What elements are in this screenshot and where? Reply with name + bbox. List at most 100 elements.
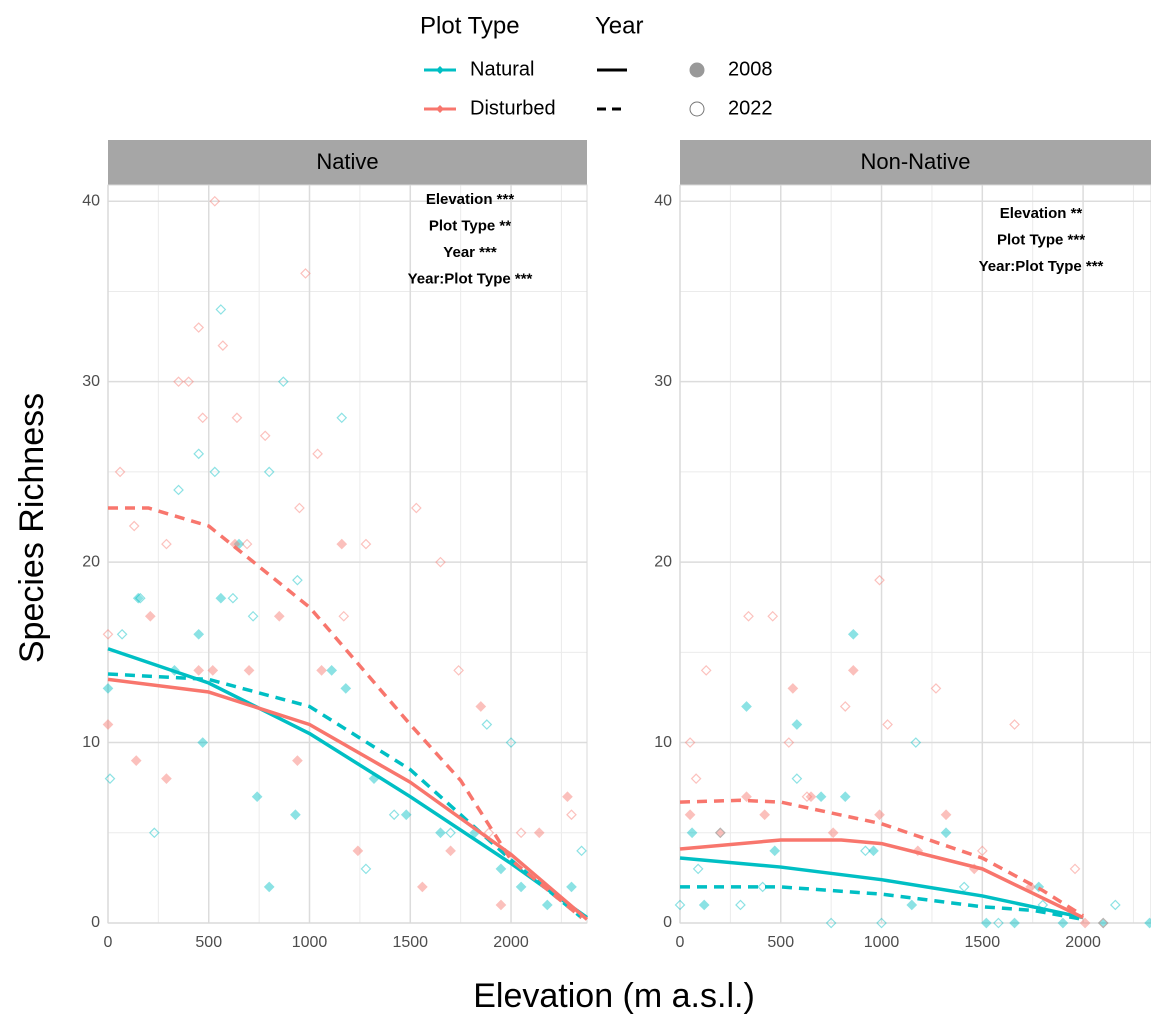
data-point xyxy=(930,683,942,694)
data-point xyxy=(714,827,726,839)
data-point xyxy=(1069,863,1081,875)
panel-header xyxy=(108,140,587,185)
annotation: Plot Type ** xyxy=(429,217,511,234)
x-tick-label: 1000 xyxy=(292,934,328,951)
data-point xyxy=(910,737,922,748)
legend-label: 2022 xyxy=(728,97,773,119)
data-point xyxy=(388,809,400,821)
fit-line xyxy=(679,798,1085,918)
y-tick-label: 40 xyxy=(654,192,672,209)
legend-key xyxy=(436,66,444,74)
fit-line xyxy=(679,856,1084,920)
data-point xyxy=(217,340,229,351)
data-point xyxy=(787,683,799,694)
data-point xyxy=(312,448,323,460)
data-point xyxy=(1009,917,1020,929)
data-point xyxy=(562,791,573,803)
data-point xyxy=(360,538,372,550)
data-point xyxy=(263,466,275,478)
data-point xyxy=(860,845,871,857)
data-point xyxy=(684,737,696,748)
data-point xyxy=(173,484,184,496)
data-point xyxy=(495,899,507,911)
y-tick-label: 30 xyxy=(654,373,672,390)
data-point xyxy=(743,610,754,622)
data-point xyxy=(215,304,227,315)
data-point xyxy=(435,827,446,839)
data-point xyxy=(207,665,219,676)
data-point xyxy=(445,845,456,857)
data-point xyxy=(231,412,243,424)
data-point xyxy=(183,376,194,388)
data-point xyxy=(1079,917,1091,929)
data-point xyxy=(336,412,348,424)
data-point xyxy=(495,863,507,875)
data-point xyxy=(874,809,885,821)
data-point xyxy=(410,502,422,514)
data-point xyxy=(940,809,952,821)
fit-line xyxy=(107,647,589,920)
data-point xyxy=(958,881,970,893)
data-point xyxy=(1144,917,1151,929)
data-point xyxy=(247,610,259,622)
data-point xyxy=(273,610,285,622)
data-point xyxy=(251,791,263,803)
data-point xyxy=(515,881,527,893)
data-point xyxy=(684,809,696,821)
data-point xyxy=(148,827,160,839)
data-point xyxy=(847,628,859,640)
data-point xyxy=(906,899,918,911)
data-point xyxy=(940,827,952,839)
y-tick-label: 40 xyxy=(82,192,100,209)
fit-line xyxy=(108,506,583,919)
legend-key xyxy=(689,101,705,117)
data-point xyxy=(815,791,827,803)
data-point xyxy=(475,701,487,712)
data-point xyxy=(116,628,128,640)
legend-label: 2008 xyxy=(728,58,773,80)
data-point xyxy=(102,719,114,730)
data-point xyxy=(541,899,553,911)
data-point xyxy=(735,899,746,911)
data-point xyxy=(980,917,992,929)
data-point xyxy=(277,376,289,388)
data-point xyxy=(700,665,712,676)
data-point xyxy=(783,737,795,748)
data-point xyxy=(132,592,144,604)
panel-title: Native xyxy=(316,149,378,174)
data-point xyxy=(209,466,221,478)
x-tick-label: 1500 xyxy=(392,934,428,951)
x-axis-label: Elevation (m a.s.l.) xyxy=(473,977,755,1015)
x-tick-label: 1500 xyxy=(965,934,1001,951)
data-point xyxy=(1109,899,1121,911)
fit-line xyxy=(107,672,583,919)
data-point xyxy=(847,665,859,676)
legend-label: Natural xyxy=(470,58,534,80)
x-tick-label: 0 xyxy=(104,934,113,951)
data-point xyxy=(209,195,221,207)
data-point xyxy=(1097,917,1109,929)
data-point xyxy=(993,917,1004,929)
data-point xyxy=(686,827,698,839)
data-point xyxy=(130,755,142,766)
x-tick-label: 2000 xyxy=(493,934,529,951)
panel-header xyxy=(680,140,1151,185)
y-tick-label: 20 xyxy=(654,553,672,570)
data-point xyxy=(336,538,348,550)
panel-border xyxy=(107,184,588,924)
data-point xyxy=(576,845,587,857)
data-point xyxy=(805,791,817,803)
data-point xyxy=(741,701,752,712)
data-point xyxy=(714,827,726,839)
data-point xyxy=(868,845,879,857)
data-point xyxy=(197,737,209,748)
data-point xyxy=(338,610,350,622)
data-point xyxy=(690,773,702,784)
legend-title: Plot Type xyxy=(420,12,520,39)
data-point xyxy=(292,755,303,766)
data-point xyxy=(241,538,253,550)
data-point xyxy=(759,809,770,821)
annotation: Year:Plot Type *** xyxy=(408,270,533,287)
data-point xyxy=(134,592,146,604)
y-tick-label: 10 xyxy=(82,734,100,751)
